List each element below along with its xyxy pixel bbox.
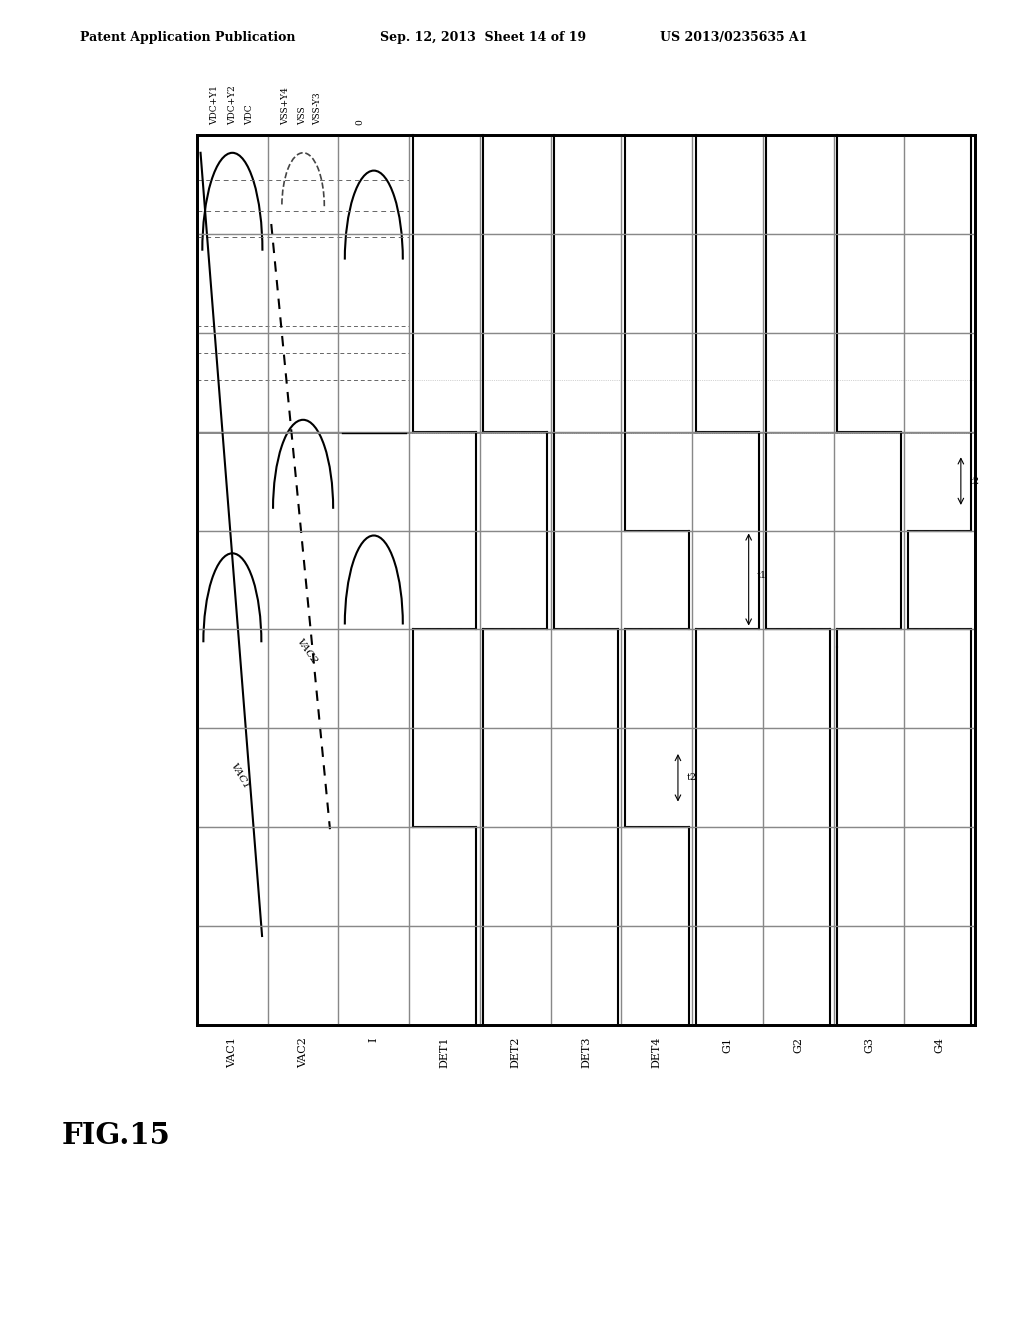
- Text: VSS: VSS: [299, 107, 307, 125]
- Text: 0: 0: [355, 119, 365, 125]
- Text: t2: t2: [970, 477, 980, 486]
- Text: DET3: DET3: [581, 1038, 591, 1068]
- Text: G4: G4: [935, 1038, 944, 1053]
- Text: I: I: [369, 1038, 379, 1041]
- Text: FIG.15: FIG.15: [62, 1121, 171, 1150]
- Text: Patent Application Publication: Patent Application Publication: [80, 32, 296, 45]
- Text: DET1: DET1: [439, 1038, 450, 1068]
- Text: VDC+Y2: VDC+Y2: [228, 86, 237, 125]
- Text: VAC1: VAC1: [227, 1038, 238, 1068]
- Text: DET2: DET2: [510, 1038, 520, 1068]
- Text: VAC2: VAC2: [298, 1038, 308, 1068]
- Text: G3: G3: [864, 1038, 873, 1053]
- Text: DET4: DET4: [651, 1038, 662, 1068]
- Text: US 2013/0235635 A1: US 2013/0235635 A1: [660, 32, 808, 45]
- Text: G2: G2: [794, 1038, 803, 1053]
- Text: VAC2: VAC2: [295, 636, 318, 665]
- Text: VAC1: VAC1: [228, 762, 251, 791]
- Text: G1: G1: [723, 1038, 732, 1053]
- Text: VDC: VDC: [246, 104, 255, 125]
- Text: t1: t1: [757, 570, 767, 579]
- Text: VSS+Y4: VSS+Y4: [281, 87, 290, 125]
- Text: VSS-Y3: VSS-Y3: [312, 92, 322, 125]
- Text: VDC+Y1: VDC+Y1: [210, 84, 219, 125]
- Text: t2: t2: [686, 774, 696, 783]
- Text: Sep. 12, 2013  Sheet 14 of 19: Sep. 12, 2013 Sheet 14 of 19: [380, 32, 586, 45]
